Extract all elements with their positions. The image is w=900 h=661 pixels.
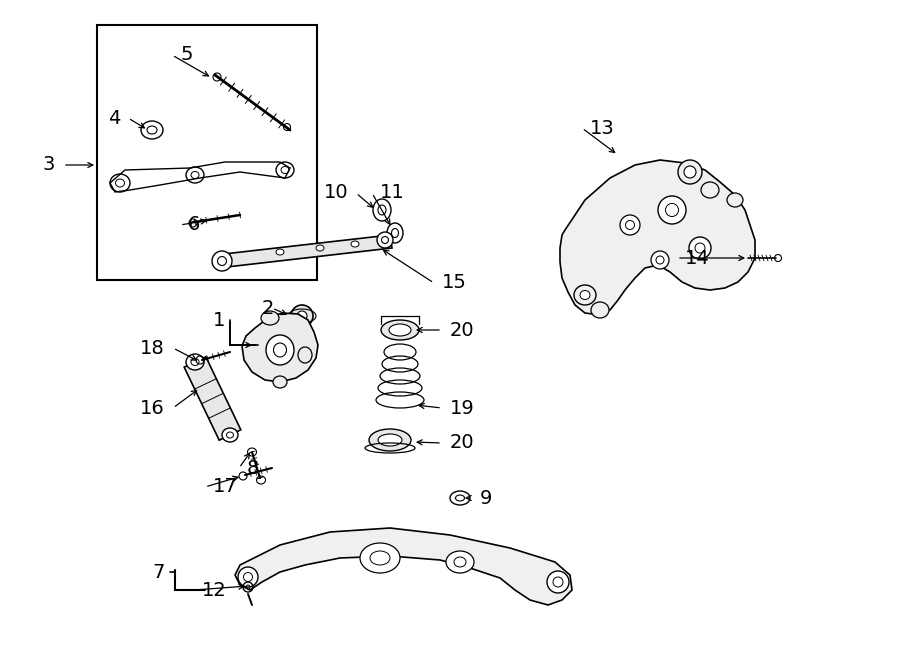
Ellipse shape <box>222 428 238 442</box>
Ellipse shape <box>580 290 590 299</box>
Ellipse shape <box>298 347 312 363</box>
Text: 1: 1 <box>212 311 225 329</box>
Ellipse shape <box>266 335 294 365</box>
Ellipse shape <box>370 551 390 565</box>
Ellipse shape <box>547 571 569 593</box>
Text: 12: 12 <box>202 580 227 600</box>
Ellipse shape <box>212 251 232 271</box>
Text: 3: 3 <box>42 155 55 175</box>
Ellipse shape <box>276 249 284 255</box>
Ellipse shape <box>446 551 474 573</box>
Text: 5: 5 <box>180 46 193 65</box>
Ellipse shape <box>316 245 324 251</box>
Ellipse shape <box>238 567 258 587</box>
Ellipse shape <box>227 432 233 438</box>
Text: 8: 8 <box>247 459 259 477</box>
Ellipse shape <box>695 243 705 253</box>
Ellipse shape <box>378 434 402 446</box>
Ellipse shape <box>297 311 307 321</box>
Ellipse shape <box>591 302 609 318</box>
Text: 15: 15 <box>442 274 467 293</box>
Text: 2: 2 <box>262 299 274 317</box>
Ellipse shape <box>186 354 204 370</box>
Text: 13: 13 <box>590 118 615 137</box>
Text: 4: 4 <box>108 108 120 128</box>
Ellipse shape <box>291 305 313 327</box>
Ellipse shape <box>553 577 563 587</box>
Ellipse shape <box>626 221 634 229</box>
Ellipse shape <box>218 256 227 266</box>
Ellipse shape <box>244 572 253 582</box>
Text: 16: 16 <box>140 399 165 418</box>
Ellipse shape <box>658 196 686 224</box>
Text: 10: 10 <box>323 184 348 202</box>
Ellipse shape <box>360 543 400 573</box>
Polygon shape <box>235 528 572 605</box>
Bar <box>97 25 317 280</box>
Ellipse shape <box>274 343 286 357</box>
Ellipse shape <box>351 241 359 247</box>
Ellipse shape <box>689 237 711 259</box>
Ellipse shape <box>574 285 596 305</box>
Text: 19: 19 <box>450 399 475 418</box>
Ellipse shape <box>261 311 279 325</box>
Ellipse shape <box>377 232 393 248</box>
Text: 17: 17 <box>213 477 238 496</box>
Text: 14: 14 <box>685 249 710 268</box>
Ellipse shape <box>191 358 199 366</box>
Text: 20: 20 <box>450 321 474 340</box>
Ellipse shape <box>684 166 696 178</box>
Text: 11: 11 <box>380 184 405 202</box>
Ellipse shape <box>651 251 669 269</box>
Text: 18: 18 <box>140 338 165 358</box>
Ellipse shape <box>656 256 664 264</box>
Ellipse shape <box>273 376 287 388</box>
Ellipse shape <box>389 324 411 336</box>
Ellipse shape <box>727 193 743 207</box>
Text: 6: 6 <box>188 215 201 235</box>
Ellipse shape <box>381 320 419 340</box>
Polygon shape <box>184 357 241 440</box>
Ellipse shape <box>678 160 702 184</box>
Ellipse shape <box>620 215 640 235</box>
Polygon shape <box>215 235 392 268</box>
Ellipse shape <box>382 237 389 243</box>
Polygon shape <box>560 160 755 315</box>
Polygon shape <box>242 313 318 382</box>
Text: 20: 20 <box>450 434 474 453</box>
Text: 9: 9 <box>480 488 492 508</box>
Text: 7: 7 <box>153 563 165 582</box>
Ellipse shape <box>369 429 411 451</box>
Ellipse shape <box>454 557 466 567</box>
Ellipse shape <box>665 204 679 217</box>
Ellipse shape <box>701 182 719 198</box>
